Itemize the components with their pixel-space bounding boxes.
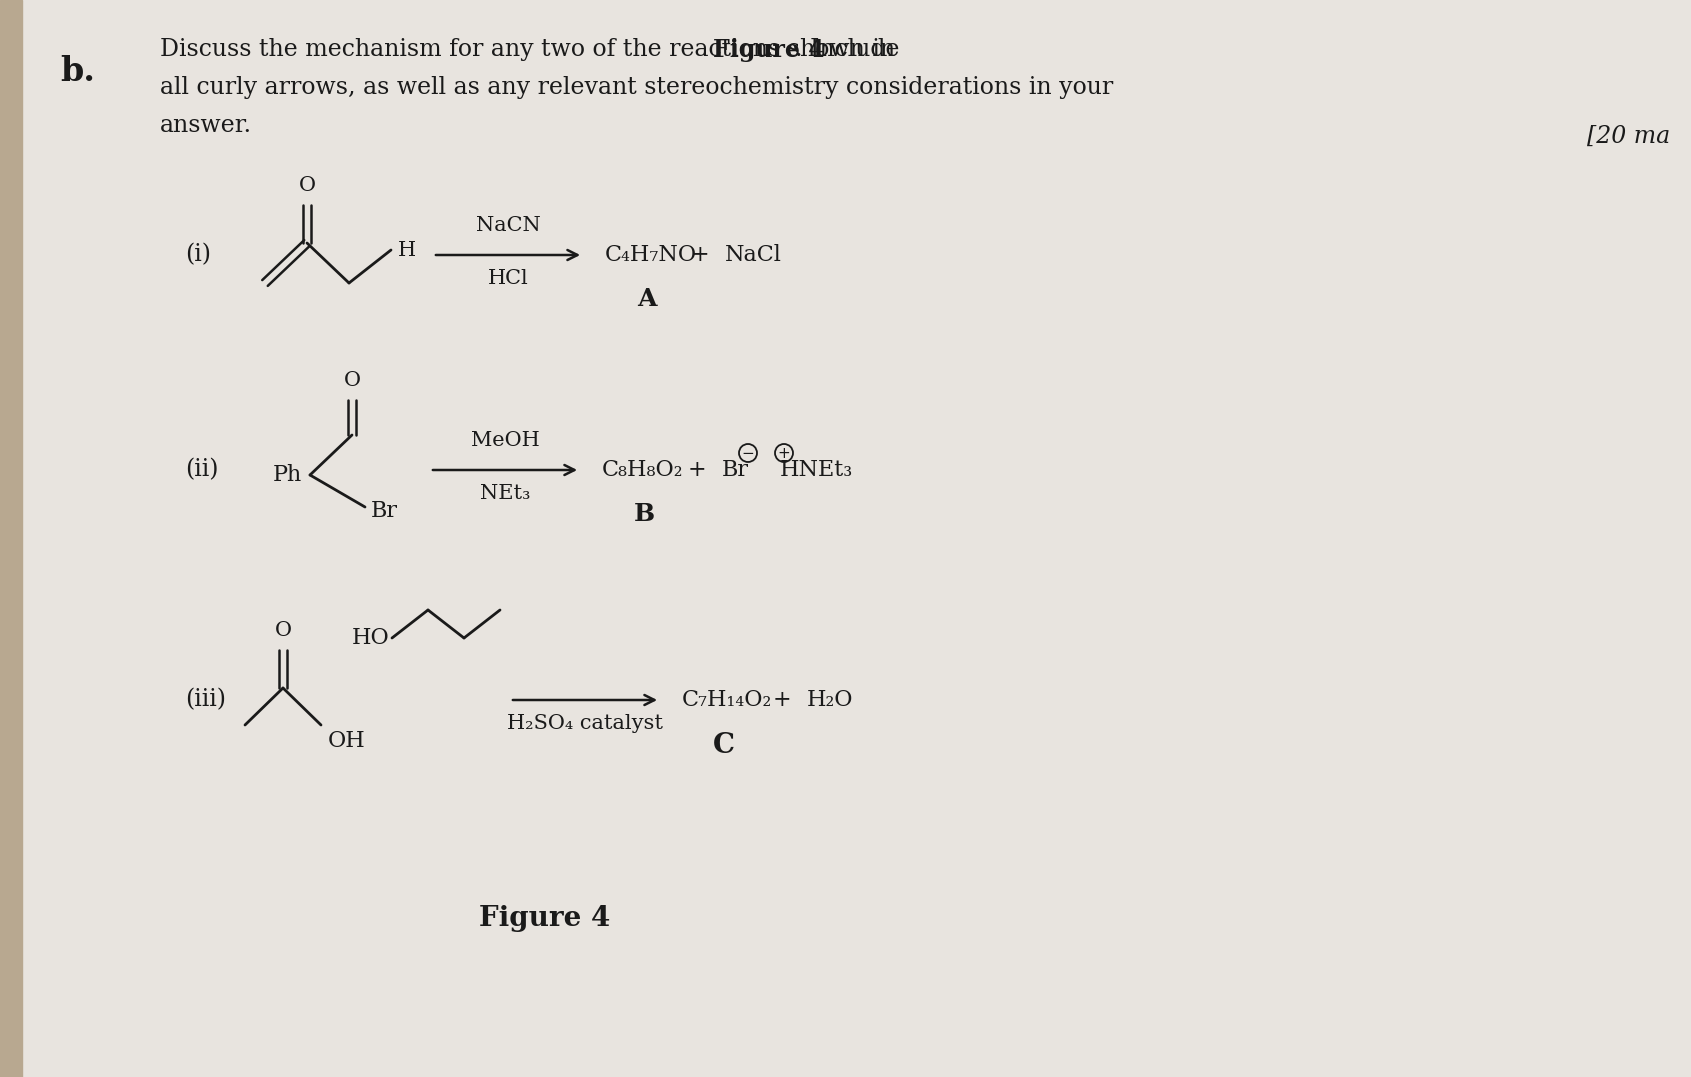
Text: H₂O: H₂O [807,689,854,711]
Text: B: B [634,502,654,526]
Text: Br: Br [370,500,397,522]
Text: (i): (i) [184,243,211,266]
Text: (iii): (iii) [184,688,227,712]
Text: OH: OH [328,730,365,752]
Text: Br: Br [722,459,749,481]
Bar [0,0,22,1077]
Text: +: + [778,446,790,461]
Text: +: + [773,689,791,711]
Text: NEt₃: NEt₃ [480,484,531,503]
Text: Discuss the mechanism for any two of the reactions shown in: Discuss the mechanism for any two of the… [161,38,903,61]
Text: Figure 4: Figure 4 [714,38,825,62]
Text: HO: HO [352,627,391,649]
Text: C: C [714,732,736,759]
Text: all curly arrows, as well as any relevant stereochemistry considerations in your: all curly arrows, as well as any relevan… [161,76,1113,99]
Text: HCl: HCl [487,269,528,288]
Text: Figure 4: Figure 4 [479,905,610,932]
Text: C₄H₇NO: C₄H₇NO [605,244,697,266]
Text: −: − [742,446,754,461]
Text: b.: b. [59,55,95,88]
Text: O: O [274,621,291,640]
Text: answer.: answer. [161,114,252,137]
Text: . Include: . Include [795,38,900,61]
Text: O: O [343,370,360,390]
Text: A: A [638,286,656,311]
Text: +: + [690,244,709,266]
Text: HNEt₃: HNEt₃ [780,459,854,481]
Text: Ph: Ph [272,464,303,486]
Text: O: O [299,176,316,195]
Text: C₇H₁₄O₂: C₇H₁₄O₂ [681,689,773,711]
Text: NaCN: NaCN [475,216,541,235]
Text: H: H [397,240,416,260]
Text: H₂SO₄ catalyst: H₂SO₄ catalyst [507,714,663,733]
Text: +: + [688,459,707,481]
Text: MeOH: MeOH [470,431,539,450]
Text: C₈H₈O₂: C₈H₈O₂ [602,459,683,481]
Text: NaCl: NaCl [725,244,781,266]
Text: [20 ma: [20 ma [1586,125,1671,148]
Text: (ii): (ii) [184,459,218,481]
